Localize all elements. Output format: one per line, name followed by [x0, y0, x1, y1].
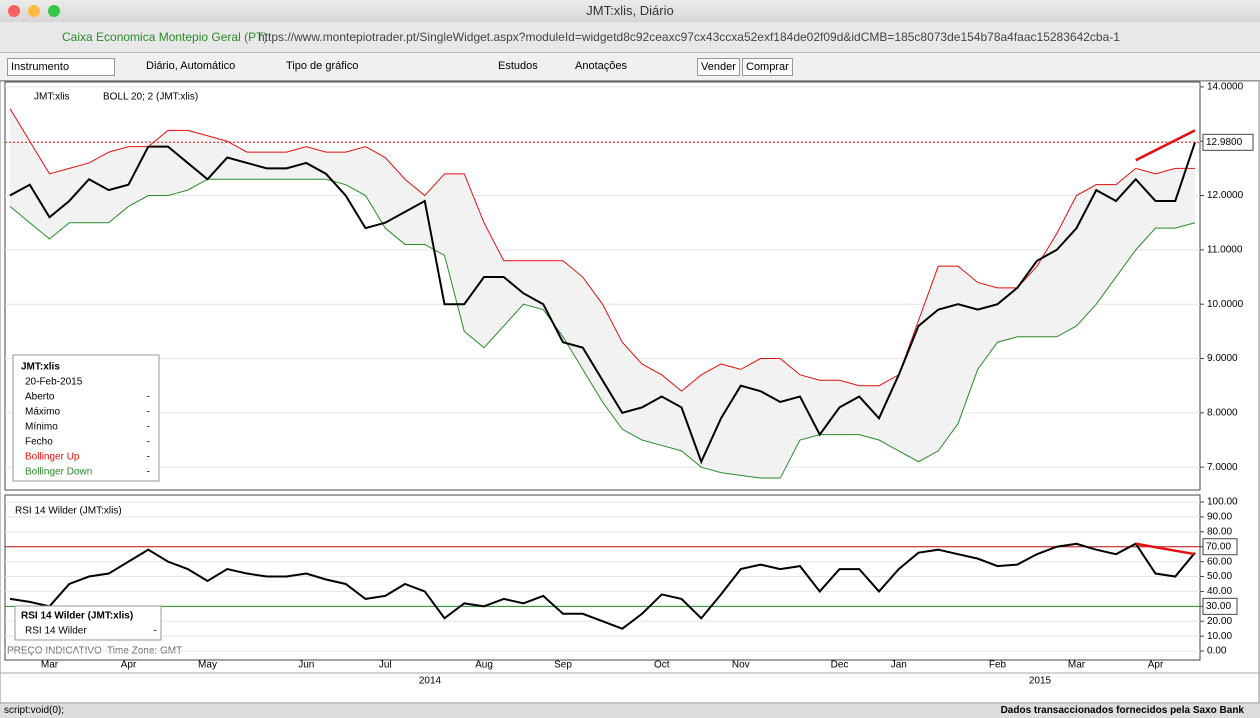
- rsi-info-box: [14, 605, 162, 641]
- sell-button[interactable]: Vender: [697, 58, 740, 76]
- studies-menu[interactable]: Estudos: [498, 60, 538, 72]
- trend-line: [1135, 542, 1196, 556]
- x-tick-label: Aug: [475, 660, 493, 671]
- info-label: Máximo: [25, 407, 60, 418]
- study-legend: BOLL 20; 2 (JMT:xlis): [103, 92, 198, 103]
- y-tick-label: 0.00: [1207, 646, 1227, 657]
- x-tick-label: Nov: [732, 660, 750, 671]
- info-date: 20-Feb-2015: [25, 377, 83, 388]
- y-tick-label: 9.0000: [1207, 353, 1238, 364]
- info-series-label: Bollinger Down: [25, 467, 92, 478]
- status-bar: script:void(0); Dados transaccionados fo…: [0, 704, 1260, 718]
- address-bar: Caixa Economica Montepio Geral (PT) http…: [0, 22, 1260, 53]
- info-value: -: [147, 422, 150, 433]
- band-area: [10, 108, 1195, 479]
- info-label: Mínimo: [25, 422, 58, 433]
- x-tick-label: Feb: [989, 660, 1007, 671]
- buy-button[interactable]: Comprar: [742, 58, 793, 76]
- chart-area: 7.0000 8.0000 9.0000 10.0000 11.0000 12.0000 1…: [0, 81, 1260, 704]
- x-tick-label: Jul: [379, 660, 392, 671]
- info-series-label: Bollinger Up: [25, 452, 80, 463]
- bollinger-up: [9, 108, 1195, 392]
- x-tick-label: Mar: [41, 660, 59, 671]
- level-label: 70.00: [1206, 541, 1231, 552]
- y-tick-label: 10.0000: [1207, 299, 1244, 310]
- instrument-legend: JMT:xlis: [34, 92, 70, 103]
- provider-note: Dados transaccionados fornecidos pela Sa…: [1000, 705, 1244, 716]
- y-tick-label: 40.00: [1207, 586, 1232, 597]
- title-bar: JMT:xlis, Diário: [0, 0, 1260, 22]
- x-tick-label: Dec: [831, 660, 849, 671]
- y-tick-label: 100.00: [1207, 497, 1238, 508]
- y-tick-label: 8.0000: [1207, 407, 1238, 418]
- info-value: -: [147, 407, 150, 418]
- toolbar: Instrumento Diário, Automático Tipo de g…: [0, 53, 1260, 81]
- x-tick-label: Jun: [298, 660, 314, 671]
- x-tick-label: Jan: [891, 660, 907, 671]
- y-tick-label: 80.00: [1207, 526, 1232, 537]
- site-identity[interactable]: Caixa Economica Montepio Geral (PT): [62, 30, 268, 44]
- instrument-input[interactable]: Instrumento: [7, 58, 115, 76]
- x-tick-label: May: [198, 660, 217, 671]
- y-tick-label: 11.0000: [1207, 245, 1243, 256]
- rsi-legend: RSI 14 Wilder (JMT:xlis): [15, 506, 122, 517]
- year-label: 2014: [419, 676, 442, 687]
- level-box: [1202, 597, 1238, 615]
- last-price-label: 12.9800: [1206, 137, 1243, 148]
- y-tick-label: 12.0000: [1207, 190, 1244, 201]
- y-tick-label: 50.00: [1207, 571, 1232, 582]
- zoom-button[interactable]: [48, 5, 60, 17]
- window-title: JMT:xlis, Diário: [586, 3, 674, 18]
- info-value: -: [147, 392, 150, 403]
- level-label: 30.00: [1206, 601, 1231, 612]
- info-box: [12, 354, 160, 482]
- y-tick-label: 20.00: [1207, 616, 1232, 627]
- info-label: Fecho: [25, 437, 53, 448]
- annotations-menu[interactable]: Anotações: [575, 60, 627, 72]
- url[interactable]: https://www.montepiotrader.pt/SingleWidg…: [258, 30, 1120, 44]
- chart-type-menu[interactable]: Tipo de gráfico: [286, 60, 359, 72]
- close-button[interactable]: [8, 5, 20, 17]
- y-tick-label: 60.00: [1207, 556, 1232, 567]
- rsi-info-value: -: [154, 626, 157, 637]
- info-value: -: [147, 467, 150, 478]
- info-title: JMT:xlis: [21, 362, 60, 373]
- x-tick-label: Apr: [121, 660, 137, 671]
- period-menu[interactable]: Diário, Automático: [146, 60, 236, 72]
- x-tick-label: Apr: [1148, 660, 1164, 671]
- rsi-info-label: RSI 14 Wilder: [25, 626, 87, 637]
- trend-line: [1135, 129, 1196, 162]
- plot-frame: [4, 81, 1201, 491]
- info-value: -: [147, 437, 150, 448]
- info-label: Aberto: [25, 392, 55, 403]
- info-value: -: [147, 452, 150, 463]
- plot-frame: [4, 494, 1201, 661]
- status-link: script:void(0);: [4, 705, 65, 716]
- y-tick-label: 90.00: [1207, 512, 1232, 523]
- x-tick-label: Sep: [554, 660, 572, 671]
- last-price-box: [1202, 133, 1254, 151]
- x-tick-label: Mar: [1068, 660, 1086, 671]
- y-tick-label: 14.0000: [1207, 82, 1244, 93]
- rsi-info-title: RSI 14 Wilder (JMT:xlis): [21, 611, 133, 622]
- year-label: 2015: [1029, 676, 1052, 687]
- y-tick-label: 10.00: [1207, 631, 1232, 642]
- y-tick-label: 7.0000: [1207, 462, 1238, 473]
- rsi-line: [9, 542, 1196, 630]
- minimize-button[interactable]: [28, 5, 40, 17]
- level-box: [1202, 538, 1238, 556]
- x-tick-label: Oct: [654, 660, 670, 671]
- price-line: [9, 141, 1196, 465]
